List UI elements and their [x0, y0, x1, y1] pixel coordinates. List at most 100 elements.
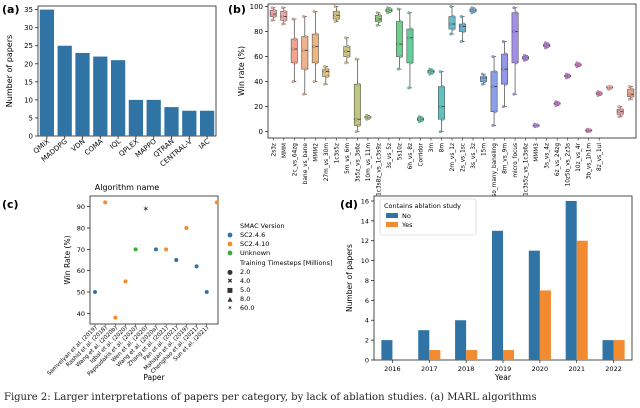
d-ytick-label: 10: [361, 257, 369, 265]
b-ytick-label: 20: [254, 103, 263, 111]
d-bar-yes: [576, 240, 588, 360]
b-point: [617, 115, 621, 119]
panel-label-d: (d): [340, 198, 358, 211]
b-point: [512, 92, 516, 96]
c-legend-marker: ●: [227, 268, 233, 276]
d-bar-no: [565, 200, 577, 360]
a-ytick-label: 0: [29, 133, 33, 141]
d-ytick-label: 12: [361, 237, 369, 245]
a-bar: [164, 107, 179, 136]
b-point: [365, 114, 369, 117]
b-xtick-label: 3s5z_vs_3s6z: [355, 143, 361, 182]
b-point: [378, 13, 382, 17]
d-bar-yes: [429, 350, 441, 360]
b-point: [346, 55, 350, 59]
chart-b-winrate-boxplot: 0 20 40 60 80 100 2s3z MMM 2c_vs_64zg bane_vs_ban…: [237, 3, 637, 197]
b-point: [546, 42, 550, 46]
a-ytick-label: 25: [24, 42, 33, 50]
b-point: [399, 20, 403, 23]
b-point: [619, 112, 623, 116]
b-point: [493, 70, 497, 74]
b-point: [312, 45, 316, 49]
b-point: [388, 7, 392, 11]
b-point: [270, 12, 274, 16]
c-legend-marker: ▲: [228, 295, 233, 303]
b-point: [354, 57, 358, 61]
b-xtick-label: 3s_vs_4z: [545, 143, 551, 169]
c-point: [123, 279, 128, 284]
d-ytick-label: 2: [365, 337, 369, 345]
b-point: [386, 11, 390, 15]
b-xtick-label: 3s_vs_5z: [387, 143, 393, 169]
b-point: [525, 57, 529, 61]
b-point: [294, 37, 297, 41]
c-point: [174, 258, 179, 262]
b-box: [322, 68, 330, 77]
b-point: [504, 52, 508, 56]
b-xtick-label: 15m: [482, 143, 488, 156]
b-point: [315, 61, 318, 65]
b-point: [480, 82, 484, 86]
b-point: [357, 124, 361, 127]
b-point: [472, 10, 476, 13]
a-bar: [110, 60, 126, 136]
b-point: [546, 45, 550, 49]
b-xtick-label: Corridor: [418, 142, 424, 166]
d-ytick-label: 6: [365, 297, 369, 305]
c-ytick-label: 80: [77, 225, 85, 233]
b-ytick-label: 100: [250, 3, 263, 11]
b-xtick-label: micro_focus: [513, 143, 519, 178]
b-point: [501, 105, 505, 109]
b-xtick-label: 5m_vs_6m: [345, 143, 351, 174]
d-ytick-label: 0: [365, 357, 369, 365]
b-point: [344, 36, 348, 40]
c-legend-label: 5.0: [240, 286, 250, 294]
panel-label-b: (b): [228, 3, 246, 16]
a-xtick-label: COMA: [83, 137, 105, 157]
b-point: [522, 56, 526, 60]
figure-caption: Figure 2: Larger interpretations of pape…: [4, 392, 537, 403]
b-point: [325, 67, 329, 71]
a-xlabel: Algorithm name: [95, 183, 159, 192]
b-point: [598, 91, 602, 95]
b-box: [490, 71, 498, 113]
a-ytick-label: 5: [29, 114, 33, 122]
b-point: [567, 73, 571, 77]
c-point: [194, 264, 199, 269]
b-point: [512, 30, 516, 34]
b-box: [627, 88, 635, 97]
b-point: [430, 68, 434, 72]
b-point: [304, 35, 308, 39]
b-point: [480, 72, 484, 76]
a-bar: [199, 110, 215, 136]
b-point: [407, 36, 411, 40]
b-point: [554, 100, 558, 104]
c-legend-label: 60.0: [240, 304, 254, 312]
b-point: [357, 82, 361, 86]
b-point: [375, 23, 379, 27]
b-point: [273, 15, 276, 18]
b-point: [323, 65, 327, 69]
a-bar: [93, 56, 108, 136]
b-point: [283, 10, 287, 13]
d-bar-yes: [539, 290, 551, 360]
b-xtick-label: MMM3: [534, 143, 540, 162]
c-legend-marker: ✶: [227, 304, 232, 312]
a-bar: [182, 110, 197, 136]
b-box: [448, 16, 456, 30]
d-xtick-label: 2022: [605, 365, 622, 373]
b-point: [630, 95, 634, 99]
d-xtick-label: 2016: [384, 365, 401, 373]
b-point: [291, 47, 295, 51]
b-point: [472, 7, 476, 11]
b-point: [522, 53, 526, 57]
c-legend-marker: ✖: [227, 277, 232, 285]
b-point: [375, 17, 379, 21]
b-point: [449, 32, 453, 36]
b-point: [407, 86, 411, 90]
d-legend-label: No: [402, 212, 411, 220]
c-ytick-label: 40: [77, 310, 85, 318]
b-point: [336, 10, 339, 13]
